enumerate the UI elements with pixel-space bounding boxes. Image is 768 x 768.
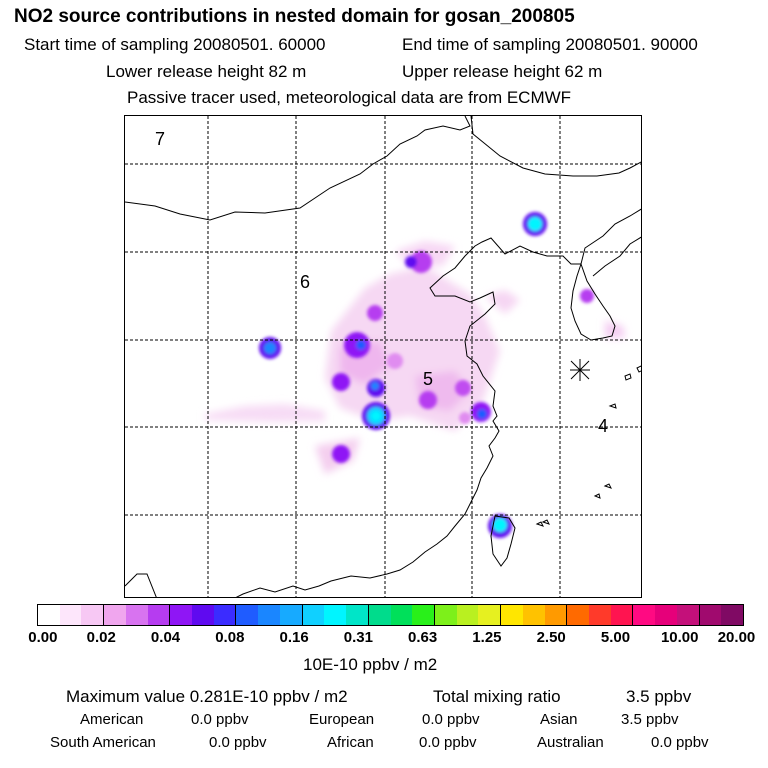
colorbar-swatch <box>633 605 656 625</box>
source-value-australian: 0.0 ppbv <box>651 734 709 751</box>
colorbar-swatch <box>412 605 435 625</box>
colorbar-swatch <box>699 605 722 625</box>
region-label-5: 5 <box>423 369 434 389</box>
colorbar-unit: 10E-10 ppbv / m2 <box>303 655 438 674</box>
colorbar-swatch <box>104 605 126 625</box>
colorbar-swatch <box>456 605 479 625</box>
colorbar-swatch <box>434 605 457 625</box>
colorbar-swatch <box>302 605 325 625</box>
colorbar-swatch <box>676 605 700 625</box>
source-value-asian: 3.5 ppbv <box>621 711 679 728</box>
colorbar-swatch <box>501 605 523 625</box>
max-value-label: Maximum value 0.281E-10 ppbv / m2 <box>66 687 348 706</box>
colorbar-swatch <box>59 605 82 625</box>
colorbar-swatch <box>655 605 677 625</box>
hotspots <box>259 212 594 538</box>
colorbar-swatch <box>279 605 303 625</box>
colorbar-swatch <box>147 605 171 625</box>
map-canvas <box>125 116 641 597</box>
start-time-label: Start time of sampling 20080501. 60000 <box>24 35 326 54</box>
colorbar-swatch <box>567 605 589 625</box>
colorbar-tick-label: 2.50 <box>536 629 566 646</box>
upper-release-label: Upper release height 62 m <box>402 62 603 81</box>
colorbar-tick-label: 0.63 <box>408 629 438 646</box>
colorbar-tick-label: 10.00 <box>660 629 699 646</box>
region-label-4: 4 <box>598 416 609 436</box>
source-name-australian: Australian <box>537 734 604 751</box>
colorbar-swatch <box>258 605 280 625</box>
tracer-note: Passive tracer used, meteorological data… <box>127 88 572 107</box>
colorbar-tick-label: 5.00 <box>600 629 631 646</box>
colorbar-swatch <box>213 605 237 625</box>
colorbar-swatch <box>236 605 259 625</box>
colorbar-tick-label: 20.00 <box>717 629 756 646</box>
colorbar-swatch <box>192 605 214 625</box>
source-value-european: 0.0 ppbv <box>422 711 480 728</box>
colorbar-tick-label: 1.25 <box>472 629 502 646</box>
colorbar-swatch <box>38 605 60 625</box>
receptor-marker <box>570 359 590 381</box>
colorbar-swatch <box>390 605 413 625</box>
source-name-american: American <box>80 711 144 728</box>
coastlines <box>125 116 641 597</box>
region-label-6: 6 <box>300 272 311 292</box>
source-value-american: 0.0 ppbv <box>191 711 249 728</box>
colorbar-swatch <box>170 605 193 625</box>
colorbar-swatch <box>522 605 545 625</box>
colorbar-tick-label: 0.16 <box>279 629 309 646</box>
map-panel: 7 6 5 4 <box>124 115 642 598</box>
colorbar <box>37 604 744 626</box>
colorbar-tick-label: 0.02 <box>86 629 116 646</box>
total-mixing-label: Total mixing ratio <box>433 687 561 706</box>
map-title: NO2 source contributions in nested domai… <box>14 6 575 27</box>
colorbar-swatch <box>125 605 148 625</box>
graticule <box>125 116 641 597</box>
colorbar-swatch <box>588 605 611 625</box>
colorbar-swatch <box>324 605 347 625</box>
colorbar-tick-label: 0.04 <box>150 629 181 646</box>
colorbar-swatch <box>544 605 568 625</box>
colorbar-swatch <box>346 605 369 625</box>
source-name-european: European <box>309 711 375 728</box>
end-time-label: End time of sampling 20080501. 90000 <box>402 35 698 54</box>
source-value-african: 0.0 ppbv <box>419 734 477 751</box>
source-name-south-american: South American <box>50 734 156 751</box>
colorbar-swatch <box>368 605 391 625</box>
colorbar-swatch <box>721 605 743 625</box>
source-name-african: African <box>327 734 374 751</box>
colorbar-tick-label: 0.08 <box>215 629 245 646</box>
colorbar-tick-label: 0.31 <box>343 629 373 646</box>
total-mixing-value: 3.5 ppbv <box>626 687 692 706</box>
lower-release-label: Lower release height 82 m <box>106 62 307 81</box>
colorbar-swatch <box>478 605 502 625</box>
region-label-7: 7 <box>155 129 166 149</box>
colorbar-tick-label: 0.00 <box>28 629 58 646</box>
source-name-asian: Asian <box>540 711 578 728</box>
colorbar-swatch <box>81 605 105 625</box>
source-value-south-american: 0.0 ppbv <box>209 734 267 751</box>
colorbar-swatch <box>610 605 634 625</box>
